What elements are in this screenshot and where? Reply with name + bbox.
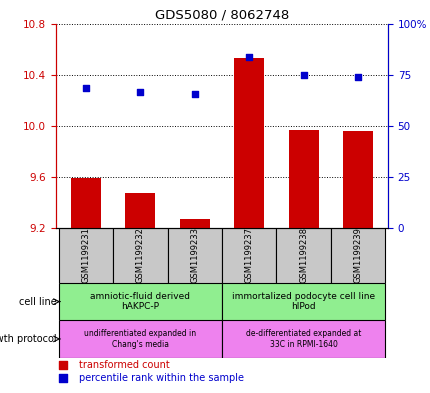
Text: undifferentiated expanded in
Chang's media: undifferentiated expanded in Chang's med… (84, 329, 196, 349)
Bar (179, 219, 209, 228)
Bar (342, 131, 372, 228)
Text: GSM1199239: GSM1199239 (353, 228, 362, 283)
Text: cell line: cell line (19, 297, 57, 307)
Text: amniotic-fluid derived
hAKPC-P: amniotic-fluid derived hAKPC-P (90, 292, 190, 311)
Text: transformed count: transformed count (79, 360, 169, 369)
Point (82, 85, 89, 91)
Bar (330, 228, 384, 283)
Point (354, 73, 361, 80)
Text: percentile rank within the sample: percentile rank within the sample (79, 373, 244, 383)
Title: GDS5080 / 8062748: GDS5080 / 8062748 (154, 8, 289, 21)
Bar (113, 228, 167, 283)
Bar (58, 283, 221, 320)
Bar (125, 193, 155, 228)
Bar (167, 228, 221, 283)
Bar (233, 58, 264, 228)
Text: immortalized podocyte cell line
hIPod: immortalized podocyte cell line hIPod (231, 292, 374, 311)
Point (137, 89, 144, 95)
Text: GSM1199238: GSM1199238 (298, 228, 307, 283)
Bar (58, 228, 113, 283)
Point (59, 362, 66, 368)
Point (59, 375, 66, 381)
Bar (221, 283, 384, 320)
Text: growth protocol: growth protocol (0, 334, 57, 344)
Point (299, 72, 306, 78)
Text: GSM1199231: GSM1199231 (81, 228, 90, 283)
Bar (221, 320, 384, 358)
Point (191, 91, 198, 97)
Point (245, 54, 252, 61)
Bar (221, 228, 276, 283)
Bar (71, 178, 101, 228)
Bar (58, 320, 221, 358)
Text: de-differentiated expanded at
33C in RPMI-1640: de-differentiated expanded at 33C in RPM… (245, 329, 360, 349)
Text: GSM1199233: GSM1199233 (190, 228, 199, 283)
Bar (276, 228, 330, 283)
Text: GSM1199237: GSM1199237 (244, 228, 253, 283)
Bar (288, 130, 318, 228)
Text: GSM1199232: GSM1199232 (135, 228, 144, 283)
